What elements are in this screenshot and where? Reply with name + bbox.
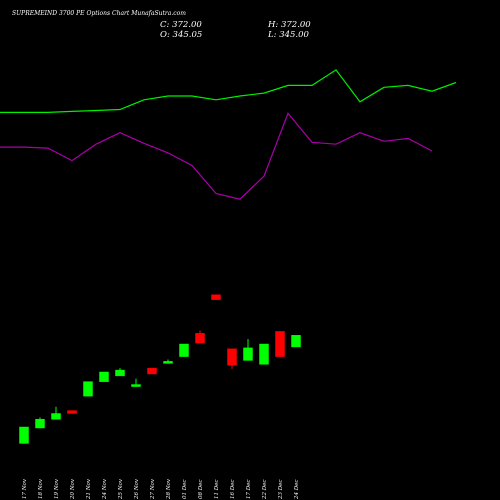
ohlc-right: H: 372.00 L: 345.00 <box>268 20 311 40</box>
candle-body <box>243 347 253 361</box>
candle-body <box>259 343 269 365</box>
x-tick-label: 23 Dec <box>278 480 284 500</box>
x-tick-label: 11 Dec <box>214 480 220 500</box>
x-tick-label: 08 Dec <box>198 480 204 500</box>
x-tick-label: 22 Dec <box>262 480 268 500</box>
open-value: O: 345.05 <box>160 30 203 40</box>
candle-body <box>195 333 205 344</box>
candle-body <box>211 294 221 300</box>
candle-body <box>291 335 301 348</box>
lower-indicator-line <box>0 112 433 200</box>
candles <box>19 294 301 444</box>
candle-body <box>67 410 77 414</box>
x-tick-label: 27 Nov <box>150 478 156 500</box>
x-tick-label: 17 Nov <box>22 478 28 499</box>
x-tick-label: 25 Nov <box>118 478 124 500</box>
x-tick-label: 17 Dec <box>246 480 252 500</box>
candle-body <box>227 348 237 366</box>
x-tick-label: 26 Nov <box>134 478 140 500</box>
candle-body <box>147 367 157 375</box>
candle-body <box>131 384 141 387</box>
candle-body <box>51 413 61 420</box>
candle-body <box>163 361 173 364</box>
x-tick-label: 19 Nov <box>54 478 60 499</box>
x-tick-label: 20 Nov <box>70 478 76 500</box>
candle-body <box>35 419 45 429</box>
x-tick-label: 18 Nov <box>38 478 44 499</box>
x-tick-label: 16 Dec <box>230 480 236 500</box>
x-tick-label: 24 Nov <box>102 478 108 500</box>
candle-body <box>179 343 189 357</box>
chart-title: SUPREMEIND 3700 PE Options Chart MunafaS… <box>12 10 186 17</box>
x-tick-label: 21 Nov <box>86 478 92 500</box>
close-value: C: 372.00 <box>160 20 202 30</box>
candle-body <box>115 369 125 377</box>
high-value: H: 372.00 <box>268 20 311 30</box>
ohlc-left: C: 372.00 O: 345.05 <box>160 20 202 40</box>
upper-indicator-line <box>0 69 457 114</box>
x-tick-label: 24 Dec <box>294 480 300 500</box>
candle-body <box>19 426 29 444</box>
x-tick-label: 01 Dec <box>182 480 188 500</box>
candle-body <box>83 381 93 397</box>
candle-body <box>99 371 109 382</box>
candle-body <box>275 331 285 357</box>
x-axis-labels: 17 Nov 18 Nov 19 Nov 20 Nov 21 Nov 24 Nov 25 N… <box>22 478 300 500</box>
low-value: L: 345.00 <box>268 30 309 40</box>
x-tick-label: 28 Nov <box>166 478 172 500</box>
indicator-lines <box>0 69 457 200</box>
